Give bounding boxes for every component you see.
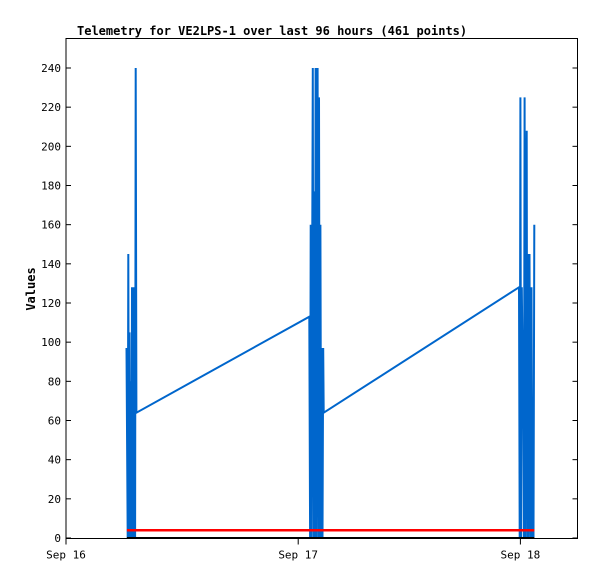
x-tick-label: Sep 16 xyxy=(46,549,86,562)
y-tick-label: 120 xyxy=(41,297,61,310)
chart-title: Telemetry for VE2LPS-1 over last 96 hour… xyxy=(77,24,467,38)
y-axis-label: Values xyxy=(24,267,38,310)
y-tick-label: 160 xyxy=(41,219,61,232)
y-tick-label: 140 xyxy=(41,258,61,271)
y-tick-label: 20 xyxy=(48,493,61,506)
x-tick-label: Sep 17 xyxy=(278,549,318,562)
y-tick-label: 80 xyxy=(48,375,61,388)
y-tick-label: 60 xyxy=(48,415,61,428)
y-tick-label: 180 xyxy=(41,180,61,193)
series-line-1 xyxy=(125,67,536,539)
x-tick-label: Sep 18 xyxy=(501,549,541,562)
y-tick-label: 40 xyxy=(48,454,61,467)
series-layer xyxy=(125,67,536,539)
y-tick-label: 240 xyxy=(41,62,61,75)
y-axis: 0 20 40 60 80 100 120 140 160 180 200 220 240 xyxy=(41,62,578,545)
y-tick-label: 220 xyxy=(41,101,61,114)
y-tick-label: 100 xyxy=(41,336,61,349)
y-tick-label: 0 xyxy=(54,532,61,545)
x-axis: Sep 16 Sep 17 Sep 18 xyxy=(46,538,541,562)
y-tick-label: 200 xyxy=(41,140,61,153)
